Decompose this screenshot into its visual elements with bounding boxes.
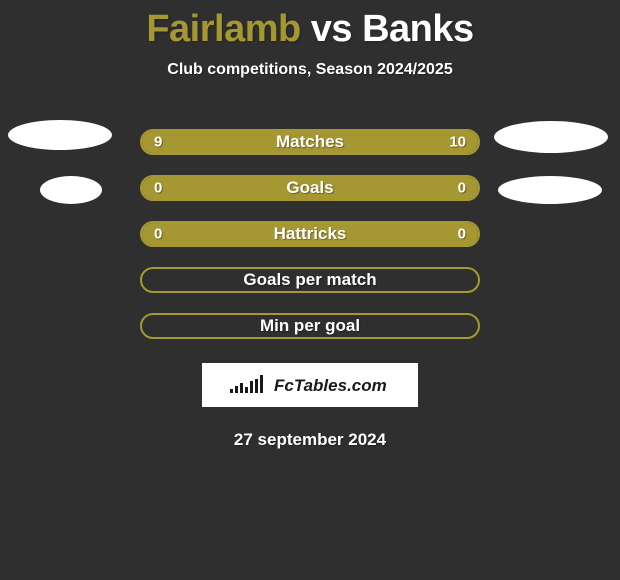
fctables-logo: FcTables.com [228,373,392,397]
date-text: 27 september 2024 [0,430,620,450]
stat-bar: Goals00 [140,175,480,201]
bar-right-fill [310,223,478,245]
logo-box: FcTables.com [202,363,418,407]
stat-label: Goals per match [142,270,478,290]
page-title: Fairlamb vs Banks [0,0,620,51]
stat-row: Min per goal [0,303,620,349]
stat-label: Min per goal [142,316,478,336]
avatar-placeholder [40,176,102,204]
stat-row: Hattricks00 [0,211,620,257]
bar-left-fill [142,131,301,153]
comparison-card: Fairlamb vs Banks Club competitions, Sea… [0,0,620,580]
bar-left-fill [142,223,310,245]
avatar-placeholder [498,176,602,204]
avatar-placeholder [8,120,112,150]
stat-bar: Hattricks00 [140,221,480,247]
stat-row: Goals per match [0,257,620,303]
bar-right-fill [310,177,478,199]
stats-section: Matches910 Goals00 Hattricks00 Goals per ma… [0,119,620,349]
player2-name: Banks [362,8,474,50]
stat-bar: Goals per match [140,267,480,293]
subtitle: Club competitions, Season 2024/2025 [0,61,620,79]
player1-name: Fairlamb [146,8,300,50]
vs-text: vs [311,8,362,50]
stat-bar: Min per goal [140,313,480,339]
bar-left-fill [142,177,310,199]
stat-bar: Matches910 [140,129,480,155]
svg-text:FcTables.com: FcTables.com [274,376,387,395]
bar-right-fill [301,131,478,153]
avatar-placeholder [494,121,608,153]
